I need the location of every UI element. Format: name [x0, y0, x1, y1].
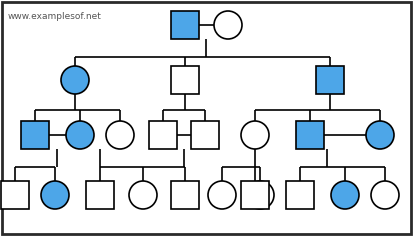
Circle shape [41, 181, 69, 209]
Circle shape [241, 121, 269, 149]
Circle shape [366, 121, 394, 149]
Bar [171, 181, 199, 209]
Circle shape [331, 181, 359, 209]
Text: www.examplesof.net: www.examplesof.net [8, 12, 102, 21]
Bar [171, 11, 199, 39]
Circle shape [129, 181, 157, 209]
Circle shape [208, 181, 236, 209]
Circle shape [66, 121, 94, 149]
Bar [149, 121, 177, 149]
Bar [1, 181, 29, 209]
Circle shape [371, 181, 399, 209]
Circle shape [106, 121, 134, 149]
Circle shape [61, 66, 89, 94]
Bar [286, 181, 314, 209]
Bar [296, 121, 324, 149]
Bar [241, 181, 269, 209]
Circle shape [246, 181, 274, 209]
Bar [191, 121, 219, 149]
Circle shape [214, 11, 242, 39]
Bar [171, 66, 199, 94]
Bar [316, 66, 344, 94]
Bar [21, 121, 49, 149]
Bar [86, 181, 114, 209]
